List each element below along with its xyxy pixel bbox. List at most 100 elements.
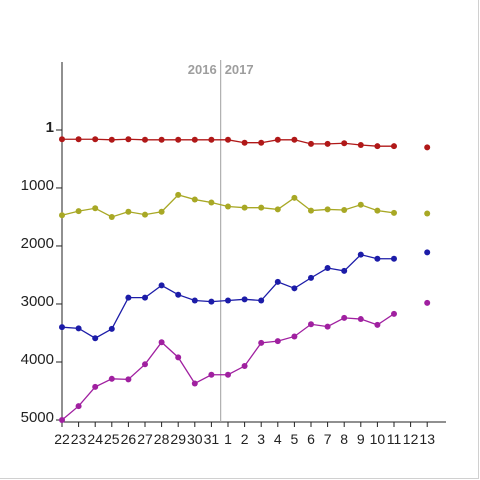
data-point[interactable] <box>291 136 298 143</box>
x-tick-label: 28 <box>154 431 170 447</box>
data-point[interactable] <box>142 136 148 143</box>
data-point[interactable] <box>191 196 198 203</box>
data-point[interactable] <box>341 267 348 274</box>
data-point[interactable] <box>142 294 148 301</box>
data-point[interactable] <box>391 143 397 150</box>
data-point[interactable] <box>424 144 431 151</box>
data-point[interactable] <box>341 140 348 147</box>
data-point[interactable] <box>324 206 331 213</box>
data-point[interactable] <box>75 136 82 143</box>
data-point[interactable] <box>158 282 165 289</box>
data-point[interactable] <box>175 354 182 361</box>
data-point[interactable] <box>225 203 231 210</box>
data-point[interactable] <box>142 211 148 218</box>
data-point[interactable] <box>341 206 348 213</box>
data-point[interactable] <box>75 208 82 215</box>
x-tick-label: 24 <box>87 431 103 447</box>
data-point[interactable] <box>125 376 132 383</box>
data-point[interactable] <box>424 299 431 306</box>
data-point[interactable] <box>108 213 115 220</box>
data-point[interactable] <box>308 140 314 147</box>
data-point[interactable] <box>274 278 281 285</box>
data-point[interactable] <box>175 136 182 143</box>
data-point[interactable] <box>92 383 99 390</box>
data-point[interactable] <box>374 207 381 214</box>
x-tick-label: 23 <box>71 431 87 447</box>
data-point[interactable] <box>357 142 364 149</box>
data-point[interactable] <box>108 136 115 143</box>
x-tick-label: 7 <box>324 431 332 447</box>
data-point[interactable] <box>92 335 99 342</box>
data-point[interactable] <box>225 136 231 143</box>
data-point[interactable] <box>108 325 115 332</box>
data-point[interactable] <box>225 371 231 378</box>
data-point[interactable] <box>241 139 248 146</box>
data-point[interactable] <box>175 291 182 298</box>
data-point[interactable] <box>75 325 82 332</box>
data-point[interactable] <box>158 339 165 346</box>
data-point[interactable] <box>374 321 381 328</box>
data-point[interactable] <box>59 417 65 423</box>
data-point[interactable] <box>158 136 165 143</box>
data-point[interactable] <box>357 251 364 258</box>
data-point[interactable] <box>341 314 348 321</box>
data-point[interactable] <box>308 207 314 214</box>
data-point[interactable] <box>191 380 198 387</box>
data-point[interactable] <box>191 297 198 304</box>
x-tick-label: 30 <box>187 431 203 447</box>
data-point[interactable] <box>308 274 314 281</box>
data-point[interactable] <box>59 324 65 331</box>
x-tick-label: 31 <box>204 431 220 447</box>
data-point[interactable] <box>291 333 298 340</box>
data-point[interactable] <box>258 339 265 346</box>
x-tick-label: 27 <box>137 431 153 447</box>
data-point[interactable] <box>125 294 132 301</box>
data-point[interactable] <box>258 297 265 304</box>
data-point[interactable] <box>175 191 182 198</box>
data-point[interactable] <box>424 249 431 256</box>
data-point[interactable] <box>241 296 248 303</box>
x-tick-label: 11 <box>387 431 402 447</box>
data-point[interactable] <box>391 255 397 262</box>
data-point[interactable] <box>158 208 165 215</box>
data-point[interactable] <box>241 363 248 370</box>
data-point[interactable] <box>92 136 99 143</box>
data-point[interactable] <box>208 371 215 378</box>
data-point[interactable] <box>391 209 397 216</box>
data-point[interactable] <box>75 403 82 410</box>
x-tick-label: 3 <box>257 431 265 447</box>
data-point[interactable] <box>357 201 364 208</box>
data-point[interactable] <box>374 255 381 262</box>
data-point[interactable] <box>125 208 132 215</box>
data-point[interactable] <box>324 265 331 272</box>
x-tick-label: 13 <box>419 431 435 447</box>
data-point[interactable] <box>59 136 65 143</box>
data-point[interactable] <box>142 361 148 368</box>
data-point[interactable] <box>291 285 298 292</box>
data-point[interactable] <box>225 297 231 304</box>
data-point[interactable] <box>191 136 198 143</box>
data-point[interactable] <box>357 316 364 323</box>
data-point[interactable] <box>424 210 431 217</box>
data-point[interactable] <box>274 136 281 143</box>
data-point[interactable] <box>92 205 99 212</box>
x-tick-label: 8 <box>340 431 348 447</box>
data-point[interactable] <box>208 298 215 305</box>
y-tick-label: 1 <box>46 119 54 136</box>
data-point[interactable] <box>274 338 281 345</box>
data-point[interactable] <box>308 321 314 328</box>
data-point[interactable] <box>274 206 281 213</box>
data-point[interactable] <box>391 310 397 317</box>
data-point[interactable] <box>324 140 331 147</box>
data-point[interactable] <box>108 375 115 382</box>
data-point[interactable] <box>324 323 331 330</box>
data-point[interactable] <box>291 194 298 201</box>
data-point[interactable] <box>374 143 381 150</box>
data-point[interactable] <box>258 139 265 146</box>
data-point[interactable] <box>208 199 215 206</box>
data-point[interactable] <box>258 204 265 211</box>
data-point[interactable] <box>241 204 248 211</box>
data-point[interactable] <box>59 212 65 219</box>
data-point[interactable] <box>208 136 215 143</box>
data-point[interactable] <box>125 136 132 143</box>
